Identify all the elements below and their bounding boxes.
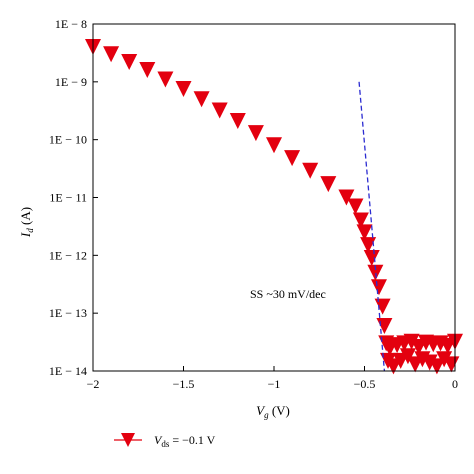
data-point-marker	[376, 317, 393, 334]
y-axis-ticks: 1E − 14 1E − 13 1E − 12 1E − 11 1E − 10 1E − …	[49, 17, 98, 378]
data-point-marker	[370, 279, 387, 296]
y-tick-label: 1E − 8	[55, 17, 87, 31]
x-axis-label-sub: g	[264, 410, 269, 420]
data-point-marker	[385, 358, 402, 375]
x-tick-label: −2	[87, 377, 100, 391]
y-axis-label-sub: d	[25, 228, 35, 233]
data-point-marker	[247, 125, 264, 142]
data-point-marker	[157, 71, 174, 88]
data-point-marker	[356, 224, 373, 241]
data-point-marker	[302, 162, 319, 179]
x-axis-label-main: V	[256, 403, 266, 418]
data-point-marker	[175, 81, 192, 98]
y-axis-label-main: I	[18, 232, 33, 238]
y-tick-label: 1E − 10	[49, 133, 87, 147]
data-point-marker	[338, 189, 355, 206]
data-markers	[85, 39, 463, 375]
data-point-marker	[139, 62, 156, 79]
data-point-marker	[443, 356, 460, 373]
legend-marker-triangle-icon	[121, 433, 135, 447]
x-axis-label: Vg (V)	[256, 403, 290, 420]
y-axis-label: Id (A)	[18, 207, 35, 238]
y-tick-label: 1E − 11	[49, 191, 87, 205]
data-point-marker	[284, 150, 301, 167]
data-point-marker	[403, 333, 420, 350]
x-tick-label: −1	[268, 377, 281, 391]
x-tick-label: −1.5	[173, 377, 195, 391]
legend-label: Vds = −0.1 V	[154, 433, 216, 449]
data-point-marker	[266, 137, 282, 154]
data-point-marker	[347, 198, 364, 215]
data-point-marker	[211, 102, 228, 119]
data-point-marker	[360, 237, 377, 254]
subthreshold-slope-annotation: SS ~30 mV/dec	[250, 287, 326, 301]
data-point-marker	[352, 212, 369, 229]
data-point-marker	[320, 176, 337, 193]
y-tick-label: 1E − 12	[49, 248, 87, 262]
data-point-marker	[399, 348, 416, 365]
subthreshold-fit-line	[358, 81, 386, 372]
x-tick-label: 0	[452, 377, 458, 391]
y-tick-label: 1E − 9	[55, 75, 87, 89]
data-point-marker	[374, 298, 391, 315]
data-point-marker	[428, 358, 445, 375]
y-axis-label-unit: (A)	[18, 207, 33, 228]
x-axis-label-unit: (V)	[269, 403, 290, 418]
y-tick-label: 1E − 13	[49, 306, 87, 320]
data-point-marker	[103, 46, 120, 63]
data-point-marker	[229, 113, 246, 130]
y-tick-label: 1E − 14	[49, 364, 87, 378]
x-axis-ticks: −2 −1.5 −1 −0.5 0	[87, 366, 458, 391]
x-tick-label: −0.5	[354, 377, 376, 391]
data-point-marker	[193, 91, 210, 108]
legend: Vds = −0.1 V	[114, 433, 216, 449]
data-point-marker	[436, 351, 453, 368]
data-point-marker	[121, 54, 138, 71]
data-point-marker	[363, 249, 380, 266]
data-point-marker	[367, 264, 384, 281]
